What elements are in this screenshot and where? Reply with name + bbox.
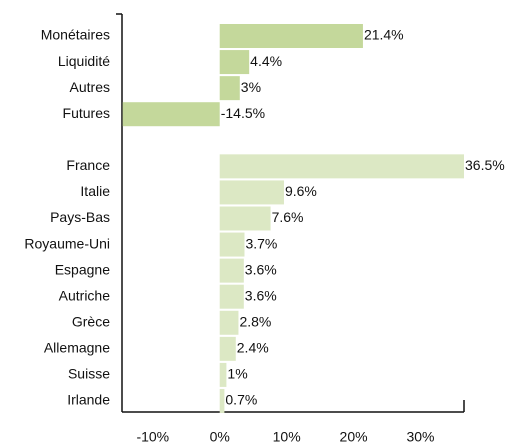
value-label: 3.6% [245,287,277,303]
bar [219,258,244,283]
x-tick-label: 0% [210,429,230,445]
bar [219,310,239,335]
value-label: 3% [241,79,261,95]
y-tick-label: Monétaires [41,27,110,43]
value-label: 0.7% [225,392,257,408]
bar [219,50,250,75]
y-tick-label: Autriche [59,287,111,303]
value-label: 7.6% [272,209,304,225]
value-label: 3.7% [245,235,277,251]
y-tick-label: Autres [70,79,110,95]
bar [219,388,225,413]
value-label: 9.6% [285,183,317,199]
bar [122,102,220,127]
y-tick-label: Futures [63,105,110,121]
x-tick-label: -10% [136,429,169,445]
bar [219,206,271,231]
y-tick-label: Allemagne [44,340,110,356]
y-tick-label: Liquidité [58,53,110,69]
value-label: 3.6% [245,261,277,277]
bar [219,180,284,205]
y-tick-label: Suisse [68,366,110,382]
y-tick-label: Espagne [55,261,110,277]
x-tick-label: 10% [273,429,301,445]
x-tick-label: 30% [406,429,434,445]
y-tick-label: Grèce [72,313,110,329]
y-tick-label: Pays-Bas [50,209,110,225]
bar [219,76,240,101]
value-label: 36.5% [465,157,505,173]
value-label: 2.4% [237,340,269,356]
value-label: 4.4% [250,53,282,69]
value-label: 1% [227,366,247,382]
y-tick-label: Irlande [67,392,110,408]
bar [219,24,363,48]
value-label: -14.5% [221,105,265,121]
bar [219,336,236,361]
y-tick-label: Royaume-Uni [24,235,110,251]
value-label: 21.4% [364,27,404,43]
bar [219,284,244,309]
bar [219,154,464,179]
bar [219,232,245,257]
x-tick-label: 20% [340,429,368,445]
bar [219,362,227,387]
y-tick-label: Italie [80,183,110,199]
value-label: 2.8% [239,313,271,329]
y-tick-label: France [66,157,110,173]
